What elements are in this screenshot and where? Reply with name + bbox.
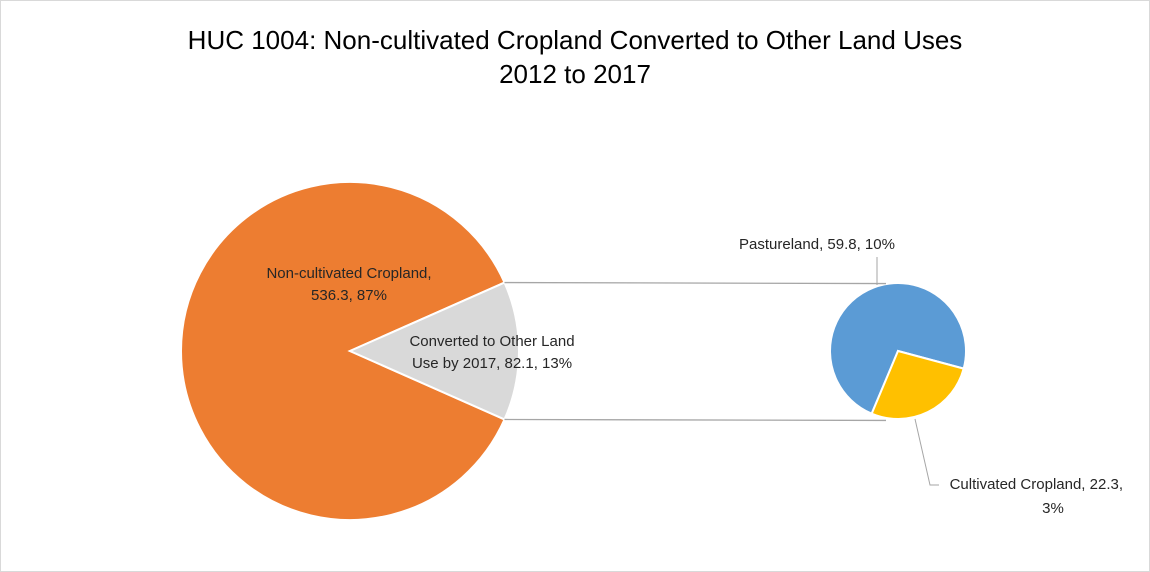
pie-slice-pastureland — [829, 282, 967, 416]
pie-slice-non-cultivated-cropland — [180, 181, 506, 521]
data-label-cultivated-cropland-line1: Cultivated Cropland, 22.3, — [950, 476, 1123, 493]
pie-slice-cultivated-cropland — [870, 349, 965, 420]
chart-subtitle: 2012 to 2017 — [499, 59, 651, 89]
data-label-non-cultivated-cropland-line2: 536.3, 87% — [311, 287, 387, 304]
data-label-converted-line2: Use by 2017, 82.1, 13% — [412, 355, 572, 372]
leader-line-cultivated-cropland — [914, 418, 939, 486]
connector-line-top — [504, 281, 887, 285]
data-label-converted-line1: Converted to Other Land — [409, 333, 574, 350]
connector-line-bottom — [504, 418, 887, 422]
chart-title: HUC 1004: Non-cultivated Cropland Conver… — [187, 25, 963, 55]
pie-slice-converted-to-other-land-use — [347, 281, 520, 421]
data-label-pastureland: Pastureland, 59.8, 10% — [739, 236, 895, 253]
data-label-non-cultivated-cropland-line1: Non-cultivated Cropland, — [266, 265, 431, 282]
data-label-cultivated-cropland-line2: 3% — [1042, 500, 1064, 517]
